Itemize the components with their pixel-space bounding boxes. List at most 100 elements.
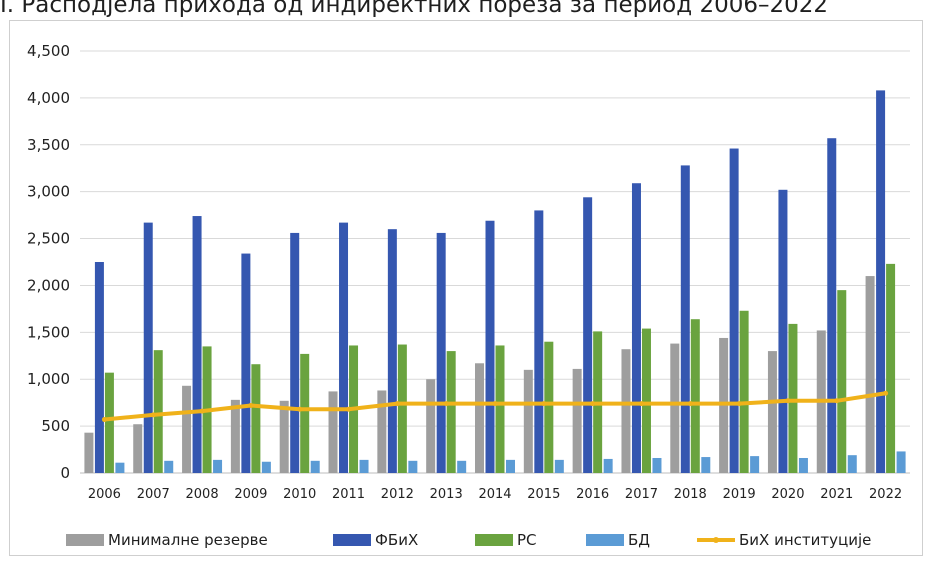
x-tick-label: 2021: [820, 487, 853, 502]
line-point: [638, 401, 644, 407]
bar: [475, 363, 484, 473]
bar: [261, 461, 271, 473]
line-point: [394, 401, 400, 407]
x-tick-label: 2020: [771, 487, 804, 502]
bar: [690, 319, 700, 473]
line-point: [785, 398, 791, 404]
y-tick-label: 2,000: [27, 276, 70, 294]
bar: [554, 459, 564, 473]
legend-swatch: [333, 534, 371, 546]
bar: [359, 459, 369, 473]
line-point: [297, 406, 303, 412]
bar: [621, 349, 631, 473]
bar: [164, 460, 174, 473]
legend-marker: [713, 537, 719, 543]
line-point: [687, 401, 693, 407]
bar: [750, 456, 760, 473]
bar: [192, 216, 202, 473]
bar: [523, 369, 533, 473]
legend-swatch: [66, 534, 104, 546]
bar: [847, 455, 857, 473]
bar: [701, 457, 711, 473]
y-tick-label: 1,500: [27, 323, 70, 341]
x-tick-label: 2011: [332, 487, 365, 502]
bar: [153, 350, 163, 473]
bar: [506, 459, 515, 473]
bar: [387, 229, 397, 473]
bar: [290, 232, 300, 473]
bar: [778, 189, 788, 473]
x-tick-label: 2019: [723, 487, 756, 502]
bar: [485, 220, 495, 473]
y-tick-label: 4,500: [27, 42, 70, 60]
bar: [788, 323, 798, 473]
bar: [572, 368, 582, 473]
bar: [213, 459, 223, 473]
line-point: [590, 401, 596, 407]
bar: [739, 310, 749, 473]
line-point: [443, 401, 449, 407]
bar: [300, 353, 310, 473]
legend-swatch: [475, 534, 513, 546]
line-series-group: [101, 390, 889, 423]
bar: [680, 165, 690, 474]
bar: [495, 345, 505, 473]
bar: [631, 183, 641, 473]
y-tick-label: 1,000: [27, 370, 70, 388]
line-point: [150, 412, 156, 418]
bar: [143, 222, 153, 473]
y-tick-label: 3,500: [27, 136, 70, 154]
bar: [84, 432, 94, 473]
x-tick-label: 2007: [137, 487, 170, 502]
line-point: [834, 398, 840, 404]
legend-label: Минималне резерве: [108, 531, 268, 549]
y-tick-label: 3,000: [27, 183, 70, 201]
bar: [408, 460, 418, 473]
x-tick-label: 2006: [88, 487, 121, 502]
bar: [446, 351, 456, 473]
line-point: [346, 406, 352, 412]
x-tick-label: 2008: [186, 487, 219, 502]
bar: [837, 290, 847, 473]
bar: [339, 222, 349, 473]
bar: [583, 197, 593, 473]
legend-label: БиХ институције: [739, 531, 871, 549]
bar: [426, 379, 436, 473]
x-tick-label: 2013: [430, 487, 463, 502]
x-tick-label: 2014: [478, 487, 511, 502]
bar: [603, 458, 613, 473]
legend-swatch: [586, 534, 624, 546]
x-tick-label: 2022: [869, 487, 902, 502]
bar: [865, 276, 875, 473]
bar: [397, 344, 407, 473]
legend-label: РС: [517, 531, 537, 549]
bar: [104, 372, 114, 473]
line-point: [199, 408, 205, 414]
line-point: [101, 417, 107, 423]
bar: [310, 460, 320, 473]
y-tick-label: 4,000: [27, 89, 70, 107]
bar: [827, 138, 837, 474]
bar: [94, 262, 104, 473]
bar: [876, 90, 886, 474]
bar: [115, 462, 125, 473]
bar-series-group: [84, 90, 906, 474]
y-axis-ticks: 0 500 1,000 1,500 2,000 2,500 3,000 3,500 4,000 4…: [27, 42, 70, 482]
legend: Минималне резерве ФБиХ РС БД БиХ институције: [66, 531, 871, 549]
bar: [279, 400, 289, 473]
figure-caption: I. Расподјела прихода од индиректних пор…: [0, 0, 829, 18]
line-point: [492, 401, 498, 407]
x-tick-label: 2016: [576, 487, 609, 502]
bar: [652, 457, 662, 473]
y-tick-label: 500: [41, 417, 70, 435]
x-tick-label: 2009: [234, 487, 267, 502]
line-point: [736, 401, 742, 407]
bar: [182, 385, 192, 473]
bar: [230, 399, 240, 473]
grid-lines: [80, 50, 910, 474]
line-point: [883, 390, 889, 396]
bar: [328, 391, 338, 473]
bar: [457, 460, 467, 473]
y-tick-label: 2,500: [27, 230, 70, 248]
